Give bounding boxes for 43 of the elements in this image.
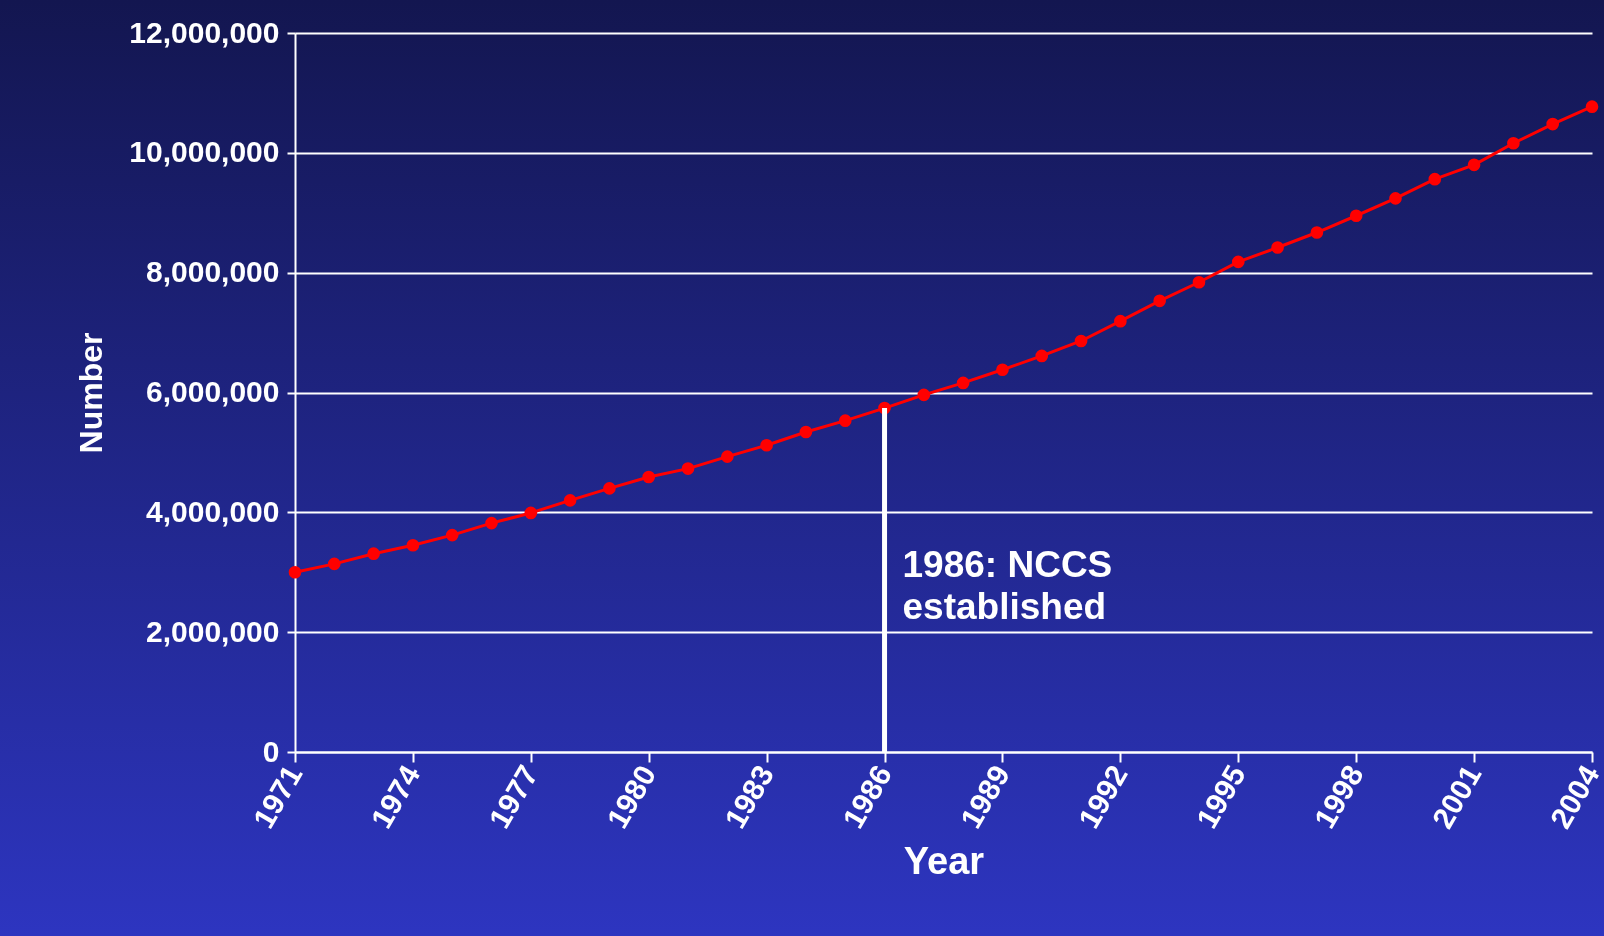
point	[1507, 136, 1520, 150]
point	[1231, 255, 1245, 269]
y-tick-label: 12,000,000	[129, 15, 280, 49]
point	[1074, 334, 1088, 348]
point	[603, 482, 616, 495]
point	[1428, 172, 1442, 186]
point	[1349, 209, 1363, 223]
point	[1585, 100, 1599, 114]
point	[1467, 158, 1481, 172]
y-tick-label: 10,000,000	[129, 135, 280, 169]
point	[1192, 275, 1206, 289]
point	[524, 506, 538, 520]
point	[721, 450, 734, 463]
point	[1271, 241, 1284, 254]
point	[485, 516, 498, 530]
x-axis-title: Year	[903, 839, 985, 882]
point	[563, 494, 577, 507]
y-axis-title: Number	[73, 332, 110, 454]
y-tick-label: 0	[262, 734, 280, 768]
point	[445, 528, 459, 542]
point	[681, 462, 695, 475]
point	[996, 363, 1009, 377]
point	[838, 414, 852, 427]
point	[367, 547, 380, 560]
point	[1310, 226, 1324, 239]
point	[917, 388, 931, 402]
point	[1114, 314, 1127, 328]
y-tick-label: 6,000,000	[146, 375, 280, 408]
point	[288, 565, 302, 579]
y-tick-label: 8,000,000	[146, 255, 280, 289]
point	[642, 470, 656, 484]
point	[760, 438, 773, 452]
point	[1153, 294, 1166, 308]
point	[799, 425, 813, 439]
point	[956, 376, 970, 390]
point	[1389, 192, 1402, 205]
point	[1546, 117, 1560, 131]
point	[327, 557, 341, 571]
point	[1035, 349, 1049, 363]
ref-line-label: 1986: NCCS established	[902, 544, 1113, 628]
point	[406, 538, 420, 552]
y-tick-label: 4,000,000	[146, 494, 280, 528]
y-tick-label: 2,000,000	[146, 614, 280, 648]
